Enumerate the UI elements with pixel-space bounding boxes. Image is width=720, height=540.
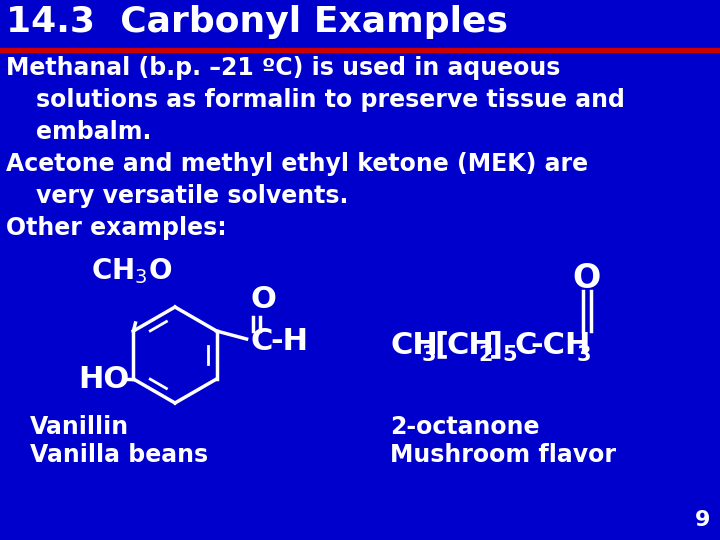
Bar xyxy=(0,48,720,52)
Text: Acetone and methyl ethyl ketone (MEK) are: Acetone and methyl ethyl ketone (MEK) ar… xyxy=(6,152,588,176)
Text: ]: ] xyxy=(489,330,503,360)
Text: 2: 2 xyxy=(478,345,492,365)
Text: [: [ xyxy=(434,330,448,360)
Text: Vanillin: Vanillin xyxy=(30,415,129,439)
Text: C: C xyxy=(251,327,273,355)
Text: Mushroom flavor: Mushroom flavor xyxy=(390,443,616,467)
Text: CH: CH xyxy=(390,330,438,360)
Text: C: C xyxy=(514,330,536,360)
Text: 3: 3 xyxy=(422,345,436,365)
Text: solutions as formalin to preserve tissue and: solutions as formalin to preserve tissue… xyxy=(36,88,625,112)
Text: 5: 5 xyxy=(502,345,517,365)
Text: O: O xyxy=(573,262,601,295)
Text: Methanal (b.p. –21 ºC) is used in aqueous: Methanal (b.p. –21 ºC) is used in aqueou… xyxy=(6,56,560,80)
Text: 3: 3 xyxy=(577,345,592,365)
Text: 9: 9 xyxy=(695,510,710,530)
Text: 2-octanone: 2-octanone xyxy=(390,415,539,439)
Text: Vanilla beans: Vanilla beans xyxy=(30,443,208,467)
Text: CH$_3$O: CH$_3$O xyxy=(91,256,173,286)
Text: 14.3  Carbonyl Examples: 14.3 Carbonyl Examples xyxy=(6,5,508,39)
Text: HO: HO xyxy=(78,364,130,394)
Text: O: O xyxy=(251,285,276,314)
Text: -H: -H xyxy=(271,327,309,355)
Text: Other examples:: Other examples: xyxy=(6,216,227,240)
Text: very versatile solvents.: very versatile solvents. xyxy=(36,184,348,208)
Text: CH: CH xyxy=(446,330,494,360)
Text: -CH: -CH xyxy=(530,330,590,360)
Text: embalm.: embalm. xyxy=(36,120,151,144)
